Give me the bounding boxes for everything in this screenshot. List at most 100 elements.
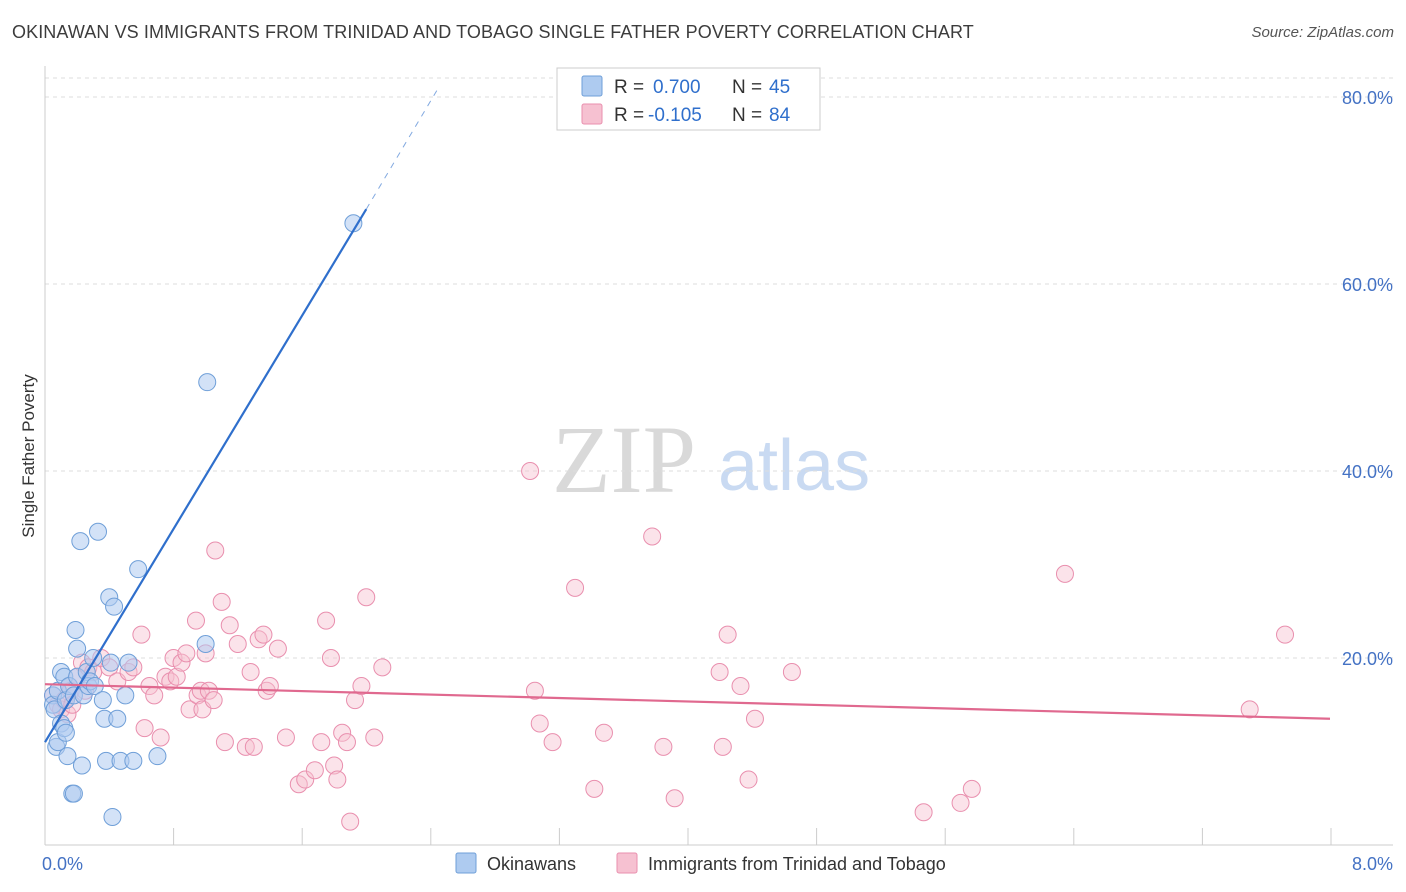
trinidad-point [199,681,218,700]
y-tick-label: 80.0% [1342,88,1393,108]
legend-n-label-2: N = [732,105,762,126]
trinidad-point [365,728,384,747]
okinawan-point [116,686,135,705]
bottom-legend-okinawan-swatch [455,852,477,874]
trinidad-point [341,812,360,831]
okinawan-point [148,747,167,766]
trinidad-point [1240,700,1259,719]
trinidad-point [739,770,758,789]
legend-n-value-2: 84 [769,105,791,126]
okinawan-trend-extension [365,87,439,210]
trinidad-point [333,723,352,742]
trend-lines [44,87,1331,743]
trinidad-point [135,719,154,738]
trinidad-point [521,462,540,480]
okinawan-point [103,807,122,826]
trinidad-point [132,625,151,644]
trinidad-point [543,733,562,752]
okinawan-point [124,751,143,770]
grid-lines [45,77,1393,659]
trinidad-point [352,677,371,696]
legend-okinawan-swatch [581,75,603,97]
okinawan-trend-line [44,208,368,743]
okinawan-point [198,373,217,392]
trinidad-point [289,775,308,794]
okinawan-point [56,723,75,742]
trinidad-point [718,625,737,644]
legend-n-value-1: 45 [769,77,790,98]
legend-trinidad-swatch [581,103,603,125]
legend-r-label-1: R = [614,77,644,98]
legend-n-label-1: N = [732,77,762,98]
legend-box: R = 0.700 N = 45 R = -0.105 N = 84 [556,67,821,131]
trinidad-point [643,527,662,546]
legend-r-label-2: R = [614,105,644,126]
trinidad-point [713,737,732,756]
watermark-atlas: atlas [718,426,870,506]
bottom-legend-okinawan-label: Okinawans [487,854,576,874]
okinawan-point [108,709,127,728]
okinawan-point [129,560,148,579]
trinidad-point [1276,625,1295,644]
watermark-zip: ZIP [552,406,696,513]
y-tick-label: 60.0% [1342,275,1393,295]
okinawan-point [72,756,91,775]
trinidad-point [186,611,205,630]
trinidad-point [177,644,196,663]
trinidad-point [305,761,324,780]
trinidad-point [665,789,684,808]
y-axis-title: Single Father Poverty [19,374,38,538]
trinidad-point [167,667,186,686]
series-trinidad-points [44,462,1295,831]
chart-source: Source: ZipAtlas.com [1251,24,1394,41]
okinawan-point [68,639,87,658]
okinawan-point [58,747,77,766]
trinidad-point [530,714,549,733]
series-okinawan-points [44,214,363,826]
okinawan-point [196,634,215,653]
trinidad-point [312,733,331,752]
trinidad-point [260,677,279,696]
trinidad-point [254,625,273,644]
trinidad-point [1055,564,1074,583]
x-tick-label: 8.0% [1352,854,1393,874]
trinidad-point [241,663,260,682]
okinawan-point [93,691,112,710]
trinidad-point [525,681,544,700]
axes [44,66,1393,846]
trinidad-point [220,616,239,635]
trinidad-point [180,700,199,719]
trinidad-point [782,663,801,682]
trinidad-trend-line [44,683,1331,720]
bottom-legend: Okinawans Immigrants from Trinidad and T… [455,852,946,874]
trinidad-point [204,691,223,710]
okinawan-point [71,532,90,551]
y-tick-label: 40.0% [1342,462,1393,482]
bottom-legend-trinidad-label: Immigrants from Trinidad and Tobago [648,854,946,874]
okinawan-point [119,653,138,672]
trinidad-point [145,686,164,705]
trinidad-point [731,677,750,696]
trinidad-point [594,723,613,742]
ticks: 20.0% 40.0% 60.0% 80.0% 0.0% 8.0% [42,88,1393,874]
trinidad-point [566,578,585,597]
okinawan-point [89,522,108,541]
legend-r-value-1: 0.700 [653,77,701,98]
trinidad-point [268,639,287,658]
x-tick-label: 0.0% [42,854,83,874]
y-tick-label: 20.0% [1342,649,1393,669]
trinidad-point [962,779,981,798]
trinidad-point [745,709,764,728]
trinidad-point [228,634,247,653]
trinidad-point [212,592,231,611]
trinidad-point [321,649,340,667]
trinidad-point [172,653,191,672]
okinawan-point [101,653,120,672]
trinidad-point [325,756,344,775]
legend-r-value-2: -0.105 [648,105,702,126]
trinidad-point [337,733,356,752]
trinidad-point [296,770,315,789]
trinidad-point [373,658,392,677]
trinidad-point [215,733,234,752]
